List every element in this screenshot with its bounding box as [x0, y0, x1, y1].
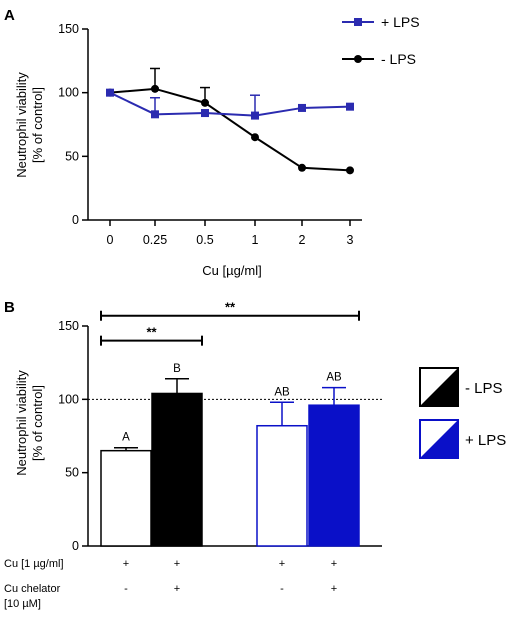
- panel-b-condition-mark: +: [174, 583, 180, 595]
- panel-b-bar: [151, 392, 203, 547]
- panel-a-point: [346, 102, 354, 111]
- panel-b-bar-letter: AB: [326, 372, 342, 384]
- panel-b-condition-mark: +: [279, 558, 285, 570]
- panel-b-condition-mark: -: [280, 583, 284, 595]
- panel-b-legend: - LPS + LPS: [419, 367, 506, 459]
- panel-b-significance: ** **: [100, 300, 360, 346]
- panel-a-point: [298, 163, 306, 172]
- panel-b-legend-swatch: [420, 368, 458, 406]
- panel-a-point: [201, 98, 209, 107]
- panel-a-y-tick-label: 150: [58, 22, 79, 36]
- panel-b-legend-label: - LPS: [465, 380, 503, 397]
- panel-a-point: [151, 84, 159, 93]
- panel-a-point: [106, 88, 114, 97]
- panel-a-point: [298, 103, 306, 112]
- panel-a-legend-label: - LPS: [381, 51, 416, 67]
- panel-a-series-line: [109, 87, 351, 172]
- panel-a-legend-label: + LPS: [381, 14, 420, 30]
- panel-b-condition-mark: +: [123, 558, 129, 570]
- panel-a-y-tick-label: 50: [65, 149, 79, 163]
- panel-b-significance-label: **: [225, 300, 236, 315]
- panel-b-significance-label: **: [146, 325, 157, 340]
- panel-a-x-tick-label: 0: [107, 233, 114, 247]
- panel-a-point: [201, 109, 209, 118]
- panel-a-legend: + LPS - LPS: [342, 14, 420, 67]
- panel-a-axes: 0 50 100 150 0 0.25 0.5 1 2 3: [58, 22, 362, 247]
- panel-a-x-tick-label: 0.25: [143, 233, 167, 247]
- panel-b-bar-letter: AB: [274, 386, 290, 398]
- panel-b-condition-mark: +: [331, 583, 337, 595]
- panel-b-condition-label: [10 µM]: [4, 598, 41, 610]
- panel-a-series-line: [109, 91, 351, 117]
- panel-a-letter: A: [4, 7, 15, 24]
- panel-a-y-tick-label: 100: [58, 86, 79, 100]
- panel-a-x-tick-label: 2: [299, 233, 306, 247]
- panel-a-x-tick-label: 1: [252, 233, 259, 247]
- panel-a-y-tick-label: 0: [72, 213, 79, 227]
- panel-b-condition-mark: +: [174, 558, 180, 570]
- panel-b-y-tick-label: 0: [72, 539, 79, 553]
- panel-a-ylabel-line2: [% of control]: [30, 87, 45, 163]
- panel-a-point: [251, 111, 259, 120]
- panel-a-x-tick-label: 0.5: [196, 233, 213, 247]
- panel-b-condition-label: Cu [1 µg/ml]: [4, 558, 64, 570]
- panel-b-bar: [256, 424, 308, 547]
- panel-a-x-tick-label: 3: [347, 233, 354, 247]
- panel-b-y-tick-label: 100: [58, 392, 79, 406]
- panel-b-bar: [308, 404, 360, 547]
- panel-b-bar-letter: A: [122, 432, 130, 444]
- panel-a: A 0 50 100 150 0 0.25 0.5 1 2 3 + LPS - LPS Cu [µg…: [4, 7, 420, 278]
- panel-a-legend-marker: [354, 18, 362, 26]
- panel-a-xlabel: Cu [µg/ml]: [202, 263, 262, 278]
- panel-b-condition-mark: -: [124, 583, 128, 595]
- panel-b-bar-letter: B: [173, 363, 181, 375]
- panel-a-point: [251, 133, 259, 142]
- panel-b-legend-swatch: [420, 420, 458, 458]
- panel-b-ylabel-line2: [% of control]: [30, 385, 45, 461]
- panel-b-legend-label: + LPS: [465, 432, 506, 449]
- panel-b-condition-mark: +: [331, 558, 337, 570]
- panel-b-letter: B: [4, 299, 15, 316]
- panel-b-conditions: Cu [1 µg/ml] + + + + Cu chelator [10 µM] - + - +: [4, 558, 337, 610]
- panel-a-point: [346, 166, 354, 175]
- panel-a-point: [151, 110, 159, 119]
- panel-a-ylabel-line1: Neutrophil viability: [14, 72, 29, 178]
- panel-b-y-tick-label: 150: [58, 319, 79, 333]
- panel-b-y-tick-label: 50: [65, 466, 79, 480]
- panel-b-bar: [100, 449, 152, 547]
- panel-a-series: [106, 67, 354, 175]
- panel-a-legend-marker: [354, 55, 362, 63]
- panel-b-condition-label: Cu chelator: [4, 583, 61, 595]
- panel-b-ylabel-line1: Neutrophil viability: [14, 370, 29, 476]
